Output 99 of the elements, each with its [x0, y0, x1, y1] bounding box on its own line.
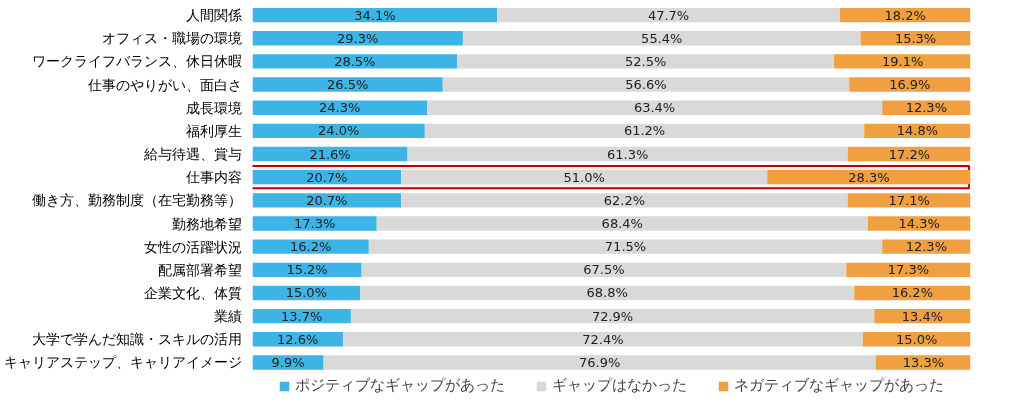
data-label: 12.3%: [905, 100, 948, 116]
legend-label: ギャップはなかった: [552, 376, 687, 395]
bar: [849, 77, 971, 92]
bar: [252, 239, 369, 254]
data-label: 15.0%: [285, 285, 328, 301]
y-tick-label: 福利厚生: [185, 122, 242, 139]
bar: [834, 54, 971, 69]
data-label: 18.2%: [884, 7, 926, 23]
data-label: 19.1%: [882, 53, 924, 69]
bar: [497, 7, 840, 23]
data-label: 72.9%: [591, 308, 634, 324]
data-label: 16.2%: [290, 239, 332, 255]
y-tick-label: 勤務地希望: [171, 215, 242, 232]
bar: [342, 332, 863, 347]
y-tick-label: 企業文化、体質: [143, 284, 242, 301]
y-tick-label: 仕事内容: [184, 169, 242, 186]
bar: [407, 146, 848, 162]
y-tick-label: 仕事のやりがい、面白さ: [86, 76, 242, 93]
data-label: 15.3%: [894, 30, 937, 46]
data-label: 20.7%: [306, 192, 348, 208]
data-label: 68.8%: [586, 285, 628, 301]
data-label: 76.9%: [579, 354, 621, 370]
bar: [252, 54, 458, 69]
y-tick-label: 人間関係: [185, 7, 242, 24]
y-tick-label: 成長環境: [185, 99, 242, 116]
bar: [457, 54, 835, 69]
bar: [252, 31, 463, 46]
bar: [442, 77, 850, 92]
data-label: 47.7%: [647, 7, 690, 23]
data-label: 63.4%: [633, 100, 676, 116]
data-label: 55.4%: [641, 30, 683, 46]
y-tick-label: 働き方、勤務制度（在宅勤務等）: [31, 192, 242, 209]
bar: [252, 100, 427, 115]
bar: [252, 7, 498, 23]
bar: [323, 355, 876, 370]
data-label: 21.6%: [309, 146, 351, 162]
bar: [252, 216, 377, 231]
bar: [462, 31, 861, 46]
bar: [426, 100, 883, 115]
bar: [867, 216, 971, 231]
data-label: 13.3%: [902, 354, 945, 370]
bar: [350, 308, 875, 324]
bar: [875, 355, 971, 370]
data-label: 72.4%: [582, 331, 624, 347]
data-label: 52.5%: [624, 53, 667, 69]
data-label: 34.1%: [354, 7, 396, 23]
data-label: 13.7%: [281, 308, 323, 324]
y-tick-label: 給与待遇、賞与: [142, 146, 242, 163]
legend-label: ネガティブなギャップがあった: [734, 376, 944, 395]
data-label: 9.9%: [271, 354, 305, 370]
data-label: 28.5%: [334, 53, 376, 69]
y-tick-label: 女性の活躍状況: [143, 238, 242, 255]
y-tick-label: キャリアステップ、キャリアイメージ: [3, 354, 242, 371]
bar: [882, 239, 971, 254]
data-label: 24.3%: [319, 100, 361, 116]
data-label: 17.3%: [293, 216, 336, 231]
bar: [361, 262, 847, 277]
data-label: 51.0%: [563, 169, 605, 185]
data-label: 68.4%: [601, 216, 643, 231]
data-label: 15.0%: [896, 331, 938, 347]
data-label: 28.3%: [848, 169, 890, 185]
data-label: 12.6%: [277, 331, 319, 347]
data-label: 24.0%: [318, 123, 360, 139]
y-tick-label: 配属部署希望: [157, 261, 242, 278]
data-label: 71.5%: [604, 239, 647, 255]
data-label: 14.3%: [898, 216, 940, 231]
bar: [401, 193, 848, 208]
bar: [424, 123, 865, 139]
y-tick-label: 業績: [213, 308, 242, 325]
data-label: 61.2%: [623, 123, 666, 139]
data-label: 62.2%: [603, 192, 646, 208]
data-label: 56.6%: [625, 77, 667, 93]
y-tick-label: ワークライフバランス、休日休暇: [31, 53, 242, 70]
bar: [847, 193, 971, 208]
data-label: 26.5%: [326, 77, 369, 93]
bar: [376, 216, 868, 231]
data-label: 14.8%: [896, 123, 939, 139]
bar: [767, 170, 971, 185]
data-label: 17.3%: [887, 262, 930, 278]
data-label: 17.1%: [888, 192, 930, 208]
y-tick-label: オフィス・職場の環境: [101, 30, 242, 47]
data-label: 16.9%: [889, 77, 931, 93]
data-label: 16.2%: [891, 285, 934, 301]
data-label: 67.5%: [583, 262, 625, 278]
data-label: 17.2%: [888, 146, 931, 162]
data-label: 15.2%: [286, 262, 328, 278]
bar: [368, 239, 883, 254]
data-label: 20.7%: [306, 169, 348, 185]
legend-label: ポジティブなギャップがあった: [295, 376, 505, 395]
data-label: 13.4%: [901, 308, 944, 324]
data-label: 12.3%: [905, 239, 948, 255]
bar: [401, 170, 768, 185]
bar: [252, 123, 425, 139]
bar: [252, 77, 443, 92]
data-label: 61.3%: [607, 146, 649, 162]
data-label: 29.3%: [337, 30, 379, 46]
bar: [360, 285, 855, 301]
y-tick-label: 大学で学んだ知識・スキルの活用: [31, 331, 242, 348]
bar: [252, 193, 402, 208]
